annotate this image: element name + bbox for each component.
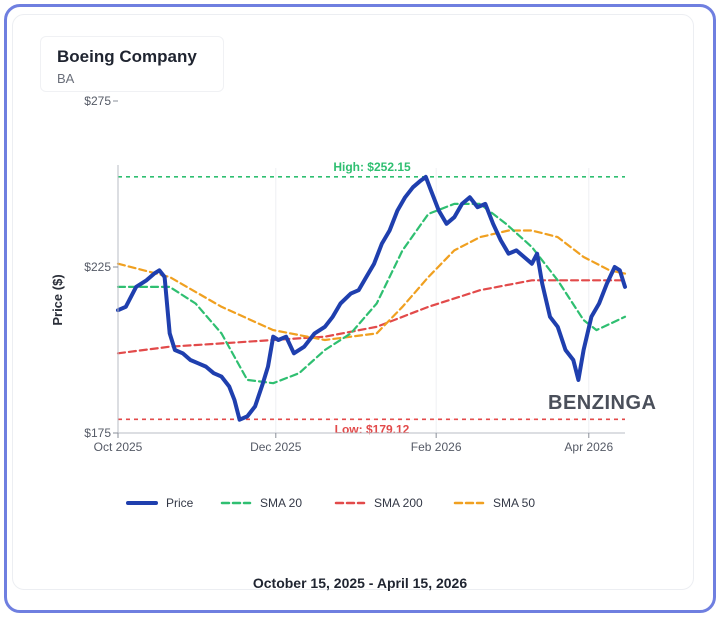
legend-item-price: Price — [126, 496, 194, 510]
x-tick-label: Dec 2025 — [250, 440, 302, 454]
title-box: Boeing Company BA — [40, 36, 224, 92]
legend-label-price: Price — [166, 496, 194, 510]
benzinga-watermark: BENZINGA — [548, 392, 656, 414]
legend-label-sma200: SMA 200 — [374, 496, 423, 510]
legend-item-sma200: SMA 200 — [334, 496, 423, 510]
series-sma200-line — [116, 279, 627, 355]
series-layer — [116, 174, 627, 422]
legend-item-sma50: SMA 50 — [453, 496, 535, 510]
x-tick-label: Feb 2026 — [411, 440, 462, 454]
legend-item-sma20: SMA 20 — [220, 496, 302, 510]
company-title: Boeing Company — [57, 47, 197, 66]
series-sma50-line — [116, 229, 627, 342]
legend-label-sma20: SMA 20 — [260, 496, 302, 510]
series-price-line — [116, 174, 627, 422]
legend-label-sma50: SMA 50 — [493, 496, 535, 510]
low-label: Low: $179.12 — [335, 422, 410, 436]
chart-card — [12, 14, 694, 590]
x-tick-label: Apr 2026 — [564, 440, 613, 454]
date-range-label: October 15, 2025 - April 15, 2026 — [252, 575, 468, 591]
x-tick-label: Oct 2025 — [94, 440, 143, 454]
grid-layer — [117, 168, 590, 433]
series-sma20-line — [116, 202, 627, 385]
high-label: High: $252.15 — [333, 160, 411, 174]
y-axis-label: Price ($) — [50, 274, 65, 325]
y-tick-label: $225 — [84, 260, 111, 274]
legend: Price SMA 20 SMA 200 SMA 50 — [126, 496, 535, 510]
y-tick-label: $175 — [84, 426, 111, 440]
y-tick-label: $275 — [84, 94, 111, 108]
axis-layer: $175 $225 $275 Oct 2025 Dec 2025 Feb 2026 Apr … — [84, 94, 625, 454]
ticker-symbol: BA — [57, 71, 75, 86]
